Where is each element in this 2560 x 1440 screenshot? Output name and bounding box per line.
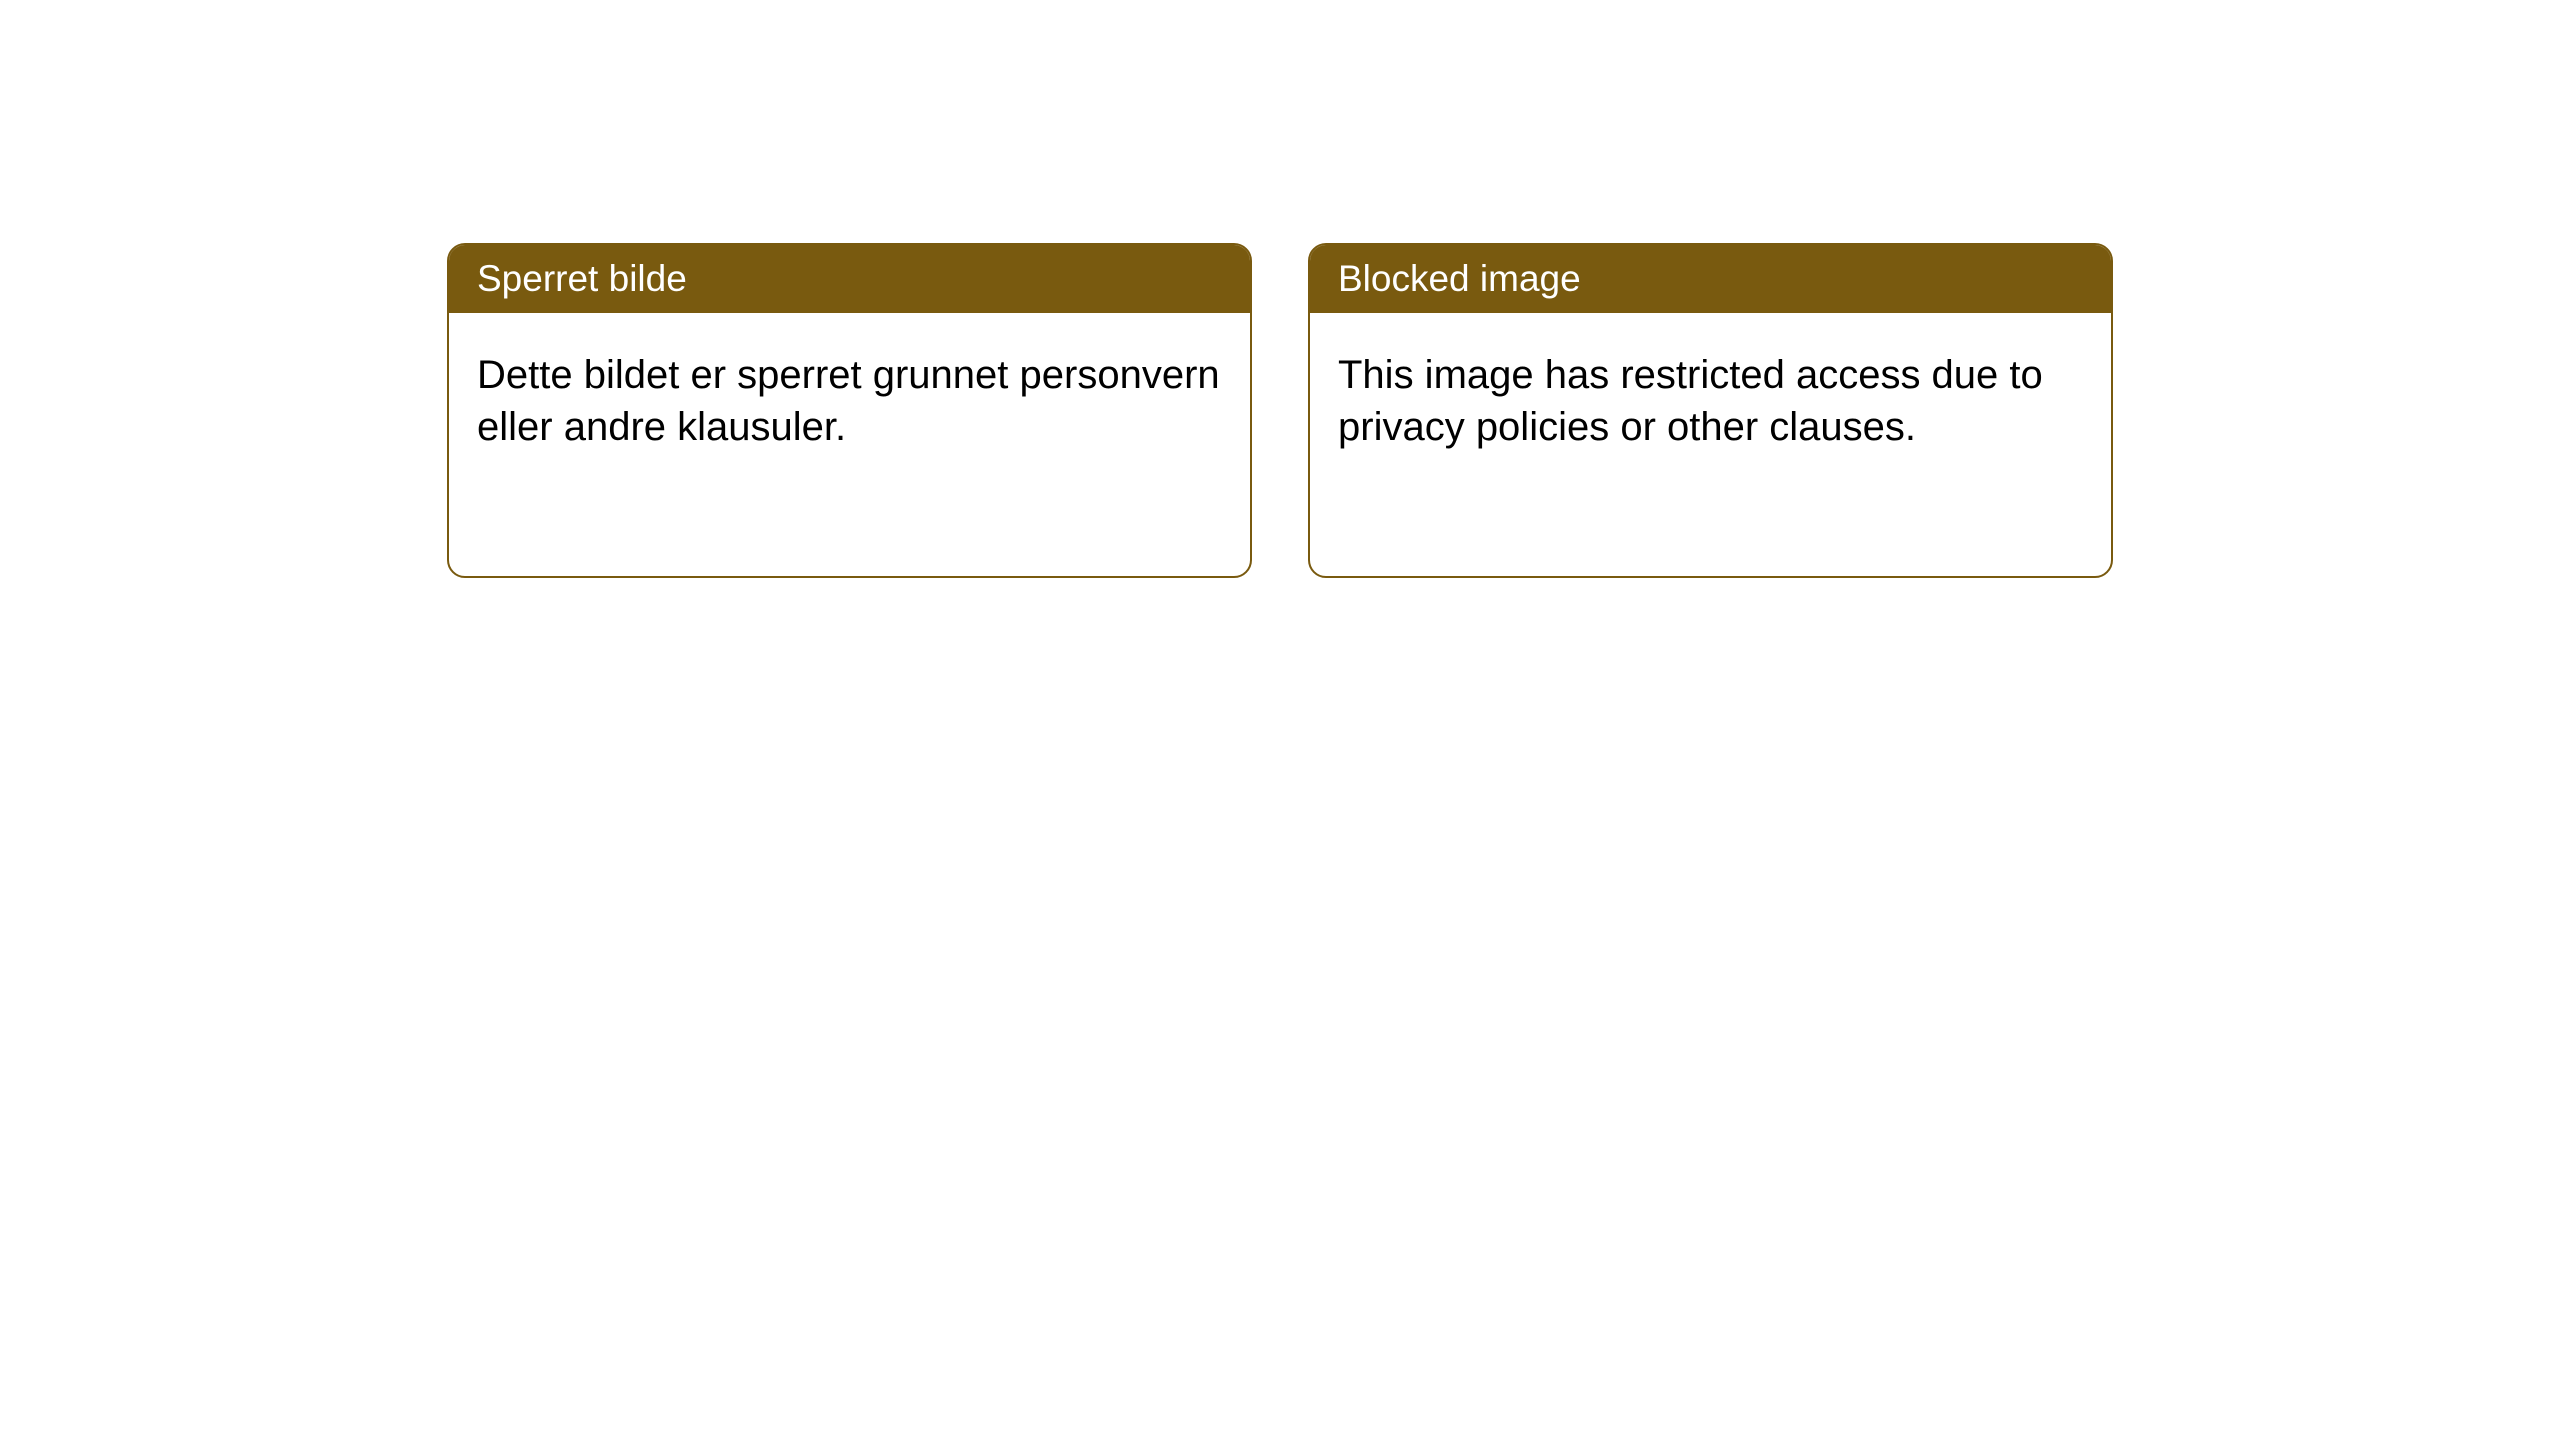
card-header-text: Blocked image: [1338, 258, 1581, 299]
card-header-text: Sperret bilde: [477, 258, 687, 299]
card-header: Sperret bilde: [449, 245, 1250, 313]
card-body: This image has restricted access due to …: [1310, 313, 2111, 489]
notice-card-english: Blocked image This image has restricted …: [1308, 243, 2113, 578]
card-body-text: This image has restricted access due to …: [1338, 353, 2043, 449]
card-body: Dette bildet er sperret grunnet personve…: [449, 313, 1250, 489]
notice-card-norwegian: Sperret bilde Dette bildet er sperret gr…: [447, 243, 1252, 578]
card-header: Blocked image: [1310, 245, 2111, 313]
card-body-text: Dette bildet er sperret grunnet personve…: [477, 353, 1220, 449]
notice-cards-container: Sperret bilde Dette bildet er sperret gr…: [447, 243, 2560, 578]
